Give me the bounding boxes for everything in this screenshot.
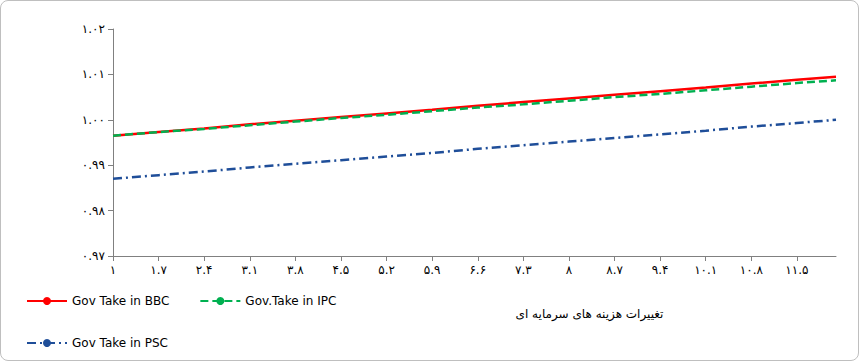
svg-text:۱.۷: ۱.۷ <box>150 263 167 277</box>
svg-text:Gov.Take in IPC: Gov.Take in IPC <box>245 294 336 308</box>
svg-text:Gov Take in BBC: Gov Take in BBC <box>72 294 169 308</box>
svg-text:۱.۰۰: ۱.۰۰ <box>82 113 105 127</box>
svg-text:۵.۲: ۵.۲ <box>378 263 395 277</box>
svg-text:۱۰.۱: ۱۰.۱ <box>694 263 717 277</box>
svg-text:۳.۸: ۳.۸ <box>287 263 304 277</box>
svg-text:۲.۴: ۲.۴ <box>196 263 213 277</box>
svg-text:۰.۹۸: ۰.۹۸ <box>82 204 106 218</box>
svg-text:۸.۷: ۸.۷ <box>606 263 623 277</box>
svg-text:۹.۴: ۹.۴ <box>652 263 669 277</box>
svg-text:۱.۰۱: ۱.۰۱ <box>82 67 105 81</box>
svg-text:۷.۳: ۷.۳ <box>515 263 532 277</box>
svg-text:۴.۵: ۴.۵ <box>333 263 350 277</box>
svg-text:۶.۶: ۶.۶ <box>469 263 486 277</box>
svg-text:۰.۹۷: ۰.۹۷ <box>82 249 106 263</box>
svg-text:۱.۰۲: ۱.۰۲ <box>82 22 105 36</box>
svg-text:تغییرات هزینه های سرمایه ای: تغییرات هزینه های سرمایه ای <box>516 307 664 322</box>
svg-text:۵.۹: ۵.۹ <box>424 263 441 277</box>
svg-text:۱: ۱ <box>110 263 116 277</box>
svg-text:۱۰.۸: ۱۰.۸ <box>740 263 764 277</box>
svg-text:۸: ۸ <box>566 263 573 277</box>
svg-text:۰.۹۹: ۰.۹۹ <box>82 158 105 172</box>
svg-text:Gov Take in PSC: Gov Take in PSC <box>72 336 168 350</box>
svg-text:۳.۱: ۳.۱ <box>241 263 258 277</box>
svg-text:۱۱.۵: ۱۱.۵ <box>785 263 808 277</box>
